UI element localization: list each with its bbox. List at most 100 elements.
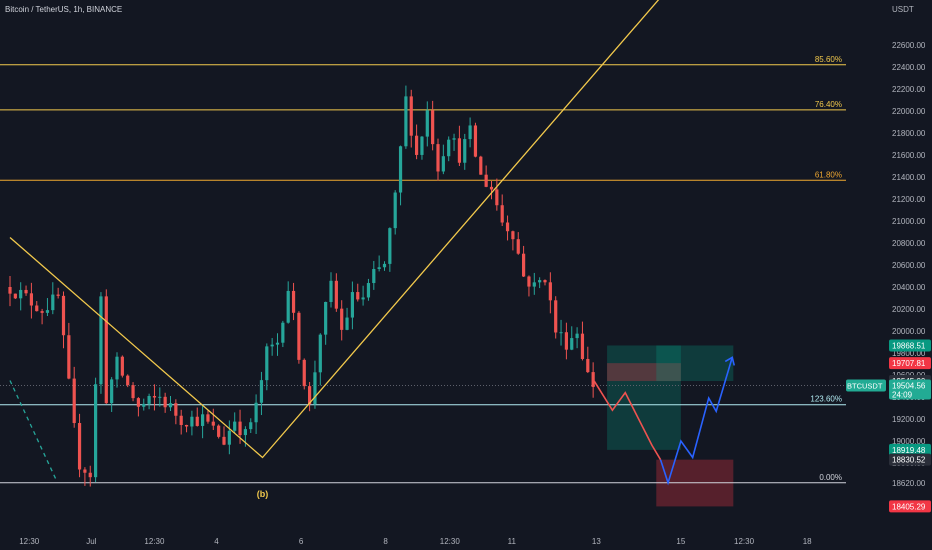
candle-body (505, 222, 510, 232)
candle-body (227, 430, 231, 445)
time-tick-label: 6 (299, 537, 304, 546)
trendline (9, 0, 660, 459)
candle-body (99, 296, 103, 385)
currency-label: USDT (892, 5, 914, 14)
price-tag-label: 18405.29 (892, 502, 926, 511)
price-tag (889, 443, 931, 456)
candle-body (45, 310, 50, 313)
candle-body (259, 380, 264, 403)
price-tag (889, 339, 931, 352)
price-tag-label: 19868.51 (892, 341, 926, 350)
candle-body (297, 312, 301, 360)
price-tick-label: 22000.00 (892, 107, 926, 116)
candle-body (94, 384, 98, 478)
price-tick-label: 21600.00 (892, 151, 926, 160)
symbol-tag (846, 379, 886, 392)
candle-body (8, 287, 12, 294)
profit-zone-2 (656, 345, 734, 382)
price-tick-label: 21800.00 (892, 129, 926, 138)
candle-body (136, 398, 140, 407)
candle-body (334, 280, 338, 309)
candle-body (88, 472, 92, 478)
candle-body (61, 295, 66, 336)
candle-body (382, 263, 387, 268)
candle-body (361, 297, 365, 300)
candle-body (468, 125, 472, 140)
time-tick-label: 4 (214, 537, 219, 546)
candle-body (591, 372, 595, 387)
price-tick-label: 20000.00 (892, 327, 926, 336)
candle-body (249, 422, 253, 430)
price-tick-label: 20600.00 (892, 261, 926, 270)
candle-body (51, 294, 55, 311)
candle-body (350, 292, 354, 318)
time-tick-label: 12:30 (440, 537, 461, 546)
price-tick-label: 21000.00 (892, 217, 926, 226)
candle-body (575, 333, 579, 339)
price-tick-label: 21400.00 (892, 173, 926, 182)
price-tag (889, 500, 931, 513)
candle-body (168, 403, 173, 408)
price-tick-label: 20800.00 (892, 239, 926, 248)
chart-title: Bitcoin / TetherUS, 1h, BINANCE (5, 5, 123, 14)
price-tag-label: 18919.48 (892, 446, 926, 455)
candle-body (158, 396, 162, 398)
candle-body (436, 144, 440, 172)
candle-body (313, 372, 317, 405)
candle-body (452, 138, 456, 140)
candle-body (131, 385, 135, 399)
candle-body (270, 344, 274, 347)
candle-body (425, 110, 429, 137)
candle-body (415, 135, 419, 155)
candle-body (479, 156, 483, 175)
candle-body (184, 424, 189, 427)
candles (8, 85, 595, 487)
candle-body (126, 375, 130, 386)
candle-body (318, 334, 322, 373)
candle-body (35, 305, 39, 312)
candle-body (24, 289, 28, 294)
candle-body (564, 332, 568, 350)
candle-body (586, 358, 590, 373)
candle-body (484, 174, 488, 187)
candle-body (217, 425, 221, 437)
candle-body (115, 356, 119, 380)
loss-zone (607, 363, 681, 382)
projection-down-path (593, 380, 662, 461)
candle-body (254, 402, 258, 423)
price-tick-label: 20400.00 (892, 283, 926, 292)
candle-body (511, 231, 515, 240)
candle-body (163, 396, 167, 408)
candle-body (104, 296, 108, 404)
price-tick-label: 22600.00 (892, 41, 926, 50)
candle-body (372, 269, 376, 284)
candle-body (40, 311, 44, 313)
candle-body (286, 290, 290, 323)
candle-body (120, 356, 124, 376)
candle-body (404, 96, 408, 147)
candle-body (522, 253, 526, 277)
candle-body (388, 228, 392, 264)
time-tick-label: 12:30 (144, 537, 165, 546)
candle-body (275, 342, 280, 345)
time-tick-label: 12:30 (734, 537, 755, 546)
price-tag-label: 18830.52 (892, 456, 926, 465)
price-tag-label: 19707.81 (892, 359, 926, 368)
candle-body (516, 239, 520, 254)
candle-body (77, 423, 82, 470)
dashed-trendline (9, 380, 57, 480)
candle-body (489, 186, 494, 190)
price-tick-label: 19200.00 (892, 415, 926, 424)
candle-body (527, 276, 531, 287)
plot-area: 85.60% 76.40% 61.80% 123.60% 0.00% (0, 0, 846, 507)
candle-body (152, 396, 157, 398)
projection-up-path (659, 357, 734, 486)
candle-body (243, 429, 247, 436)
candle-body (211, 421, 215, 426)
candle-body (473, 125, 478, 157)
candle-body (532, 282, 536, 287)
time-tick-label: 8 (383, 537, 388, 546)
candle-body (463, 139, 467, 163)
price-tag (889, 453, 931, 466)
